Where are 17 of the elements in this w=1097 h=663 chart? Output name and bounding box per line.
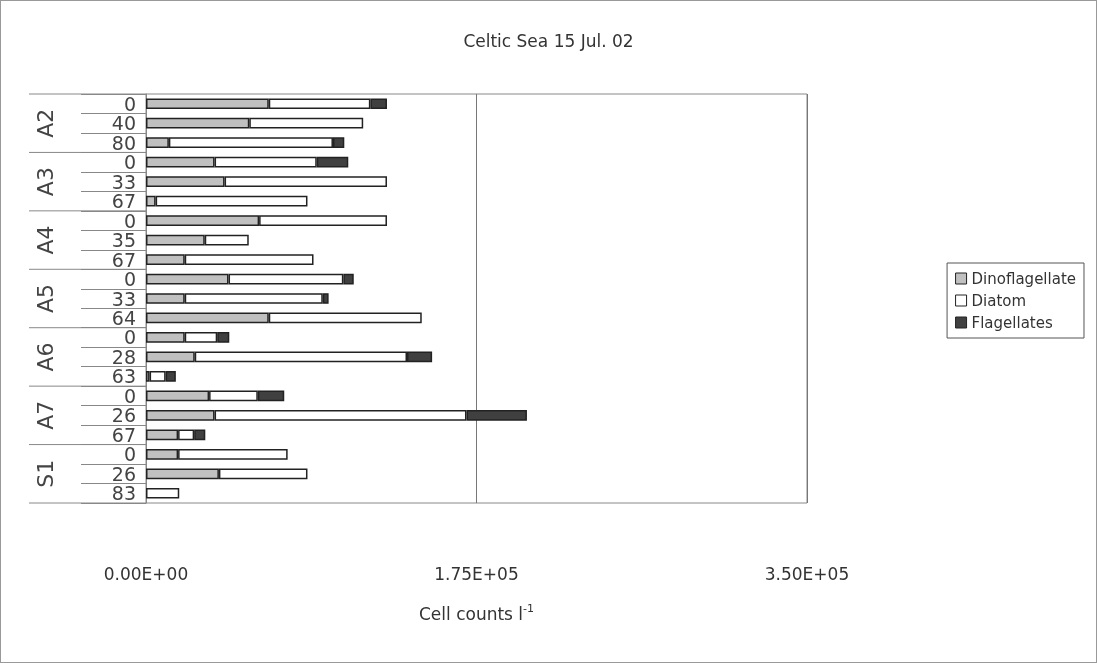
legend-label: Diatom — [971, 291, 1027, 310]
y-tick-label: 83 — [111, 482, 136, 505]
legend-label: Dinoflagellate — [971, 269, 1077, 288]
text: A3 — [32, 167, 58, 197]
bar — [146, 487, 180, 499]
text: A5 — [32, 283, 58, 314]
y-tick-label: 0 — [123, 92, 136, 115]
x-tick-label: 0.00E+00 — [103, 563, 189, 584]
text: A7 — [32, 400, 58, 430]
chart-title: Celtic Sea 15 Jul. 02 — [463, 30, 634, 51]
legend-label: Flagellates — [971, 313, 1053, 332]
text: A4 — [32, 225, 58, 255]
x-tick-label: 1.75E+05 — [434, 563, 519, 584]
text: A2 — [32, 108, 58, 138]
text: A6 — [32, 342, 58, 372]
x-tick-label: 3.50E+05 — [764, 563, 850, 584]
text: S1 — [32, 459, 58, 488]
